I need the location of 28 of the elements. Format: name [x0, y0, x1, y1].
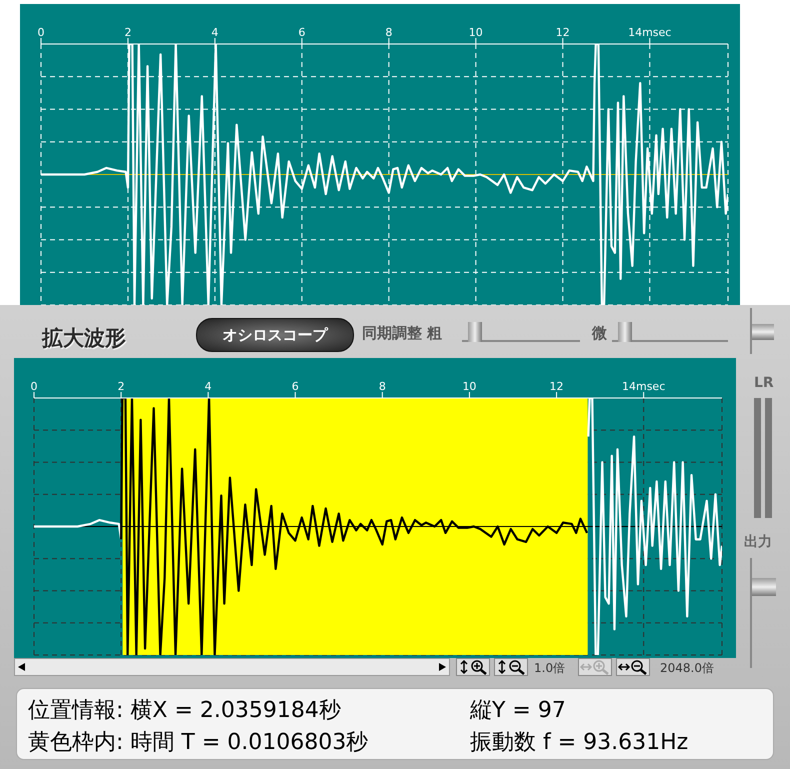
chart-title: 拡大波形 [42, 325, 126, 352]
text: 振動数 f = 93.631Hz [470, 729, 688, 757]
x-tick-label: 2 [118, 380, 125, 393]
text: 位置情報: 横X = 2.0359184秒 [28, 697, 341, 725]
x-tick-label: 0 [30, 380, 38, 393]
x-tick-label: 14msec [628, 26, 672, 39]
text: 1.0倍 [534, 660, 566, 677]
x-tick-label: 6 [292, 380, 299, 393]
x-tick-label: 4 [204, 380, 212, 393]
x-tick-label: 0 [38, 26, 44, 39]
text: 出力 [744, 533, 772, 551]
x-tick-label: 12 [550, 380, 564, 393]
x-tick-label: 2 [124, 26, 132, 39]
text: オシロスコープ [196, 318, 354, 352]
x-tick-label: 10 [462, 380, 476, 393]
x-tick-label: 12 [556, 26, 570, 39]
x-tick-label: 8 [378, 380, 386, 393]
text: 同期調整 粗 [362, 324, 442, 343]
x-tick-label: 4 [211, 26, 218, 39]
x-tick-label: 8 [385, 26, 392, 39]
x-tick-label: 14msec [622, 380, 666, 393]
x-tick-label: 6 [298, 26, 306, 39]
text: 黄色枠内: 時間 T = 0.0106803秒 [28, 729, 368, 757]
text: 微 [592, 324, 607, 343]
text: 2048.0倍 [660, 660, 714, 677]
x-tick-label: 10 [468, 26, 483, 39]
text: 縦Y = 97 [470, 697, 566, 725]
text: LR [754, 375, 774, 391]
